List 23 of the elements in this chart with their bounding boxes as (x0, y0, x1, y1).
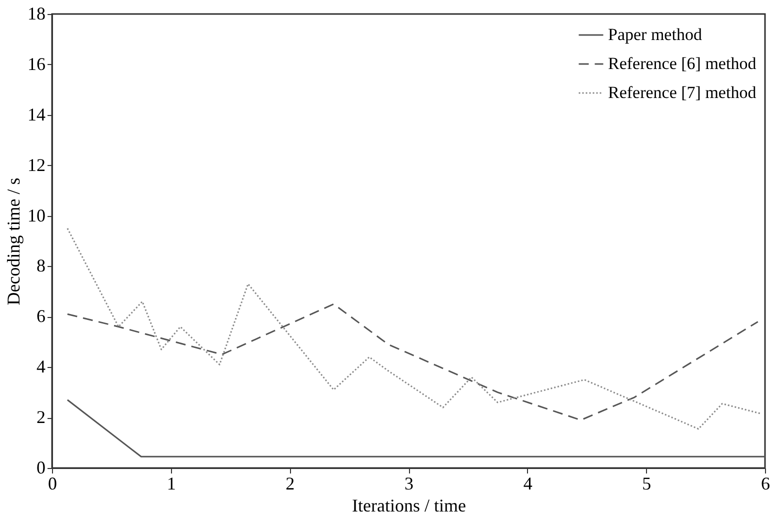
legend-label: Paper method (608, 25, 702, 44)
y-axis-title: Decoding time / s (4, 178, 24, 306)
y-tick-label: 12 (28, 154, 46, 175)
x-tick-label: 4 (523, 474, 532, 494)
y-tick-label: 18 (28, 4, 46, 24)
legend-label: Reference [6] method (608, 54, 757, 73)
y-tick-label: 8 (36, 256, 46, 276)
line-series (66, 228, 762, 430)
y-tick-label: 6 (36, 306, 46, 326)
legend-label: Reference [7] method (608, 83, 757, 102)
y-tick-label: 0 (36, 458, 46, 478)
y-tick-label: 16 (28, 54, 46, 74)
line-series (66, 303, 759, 421)
y-tick-label: 2 (36, 407, 46, 428)
y-tick-label: 10 (28, 205, 46, 226)
x-tick-label: 6 (761, 474, 770, 494)
x-tick-label: 2 (286, 474, 295, 494)
y-tick-label: 14 (28, 104, 46, 124)
x-axis-title: Iterations / time (352, 496, 466, 516)
x-tick-label: 1 (166, 474, 176, 494)
x-tick-label: 5 (642, 474, 652, 494)
y-tick-label: 4 (36, 356, 46, 377)
x-tick-label: 3 (404, 474, 414, 494)
